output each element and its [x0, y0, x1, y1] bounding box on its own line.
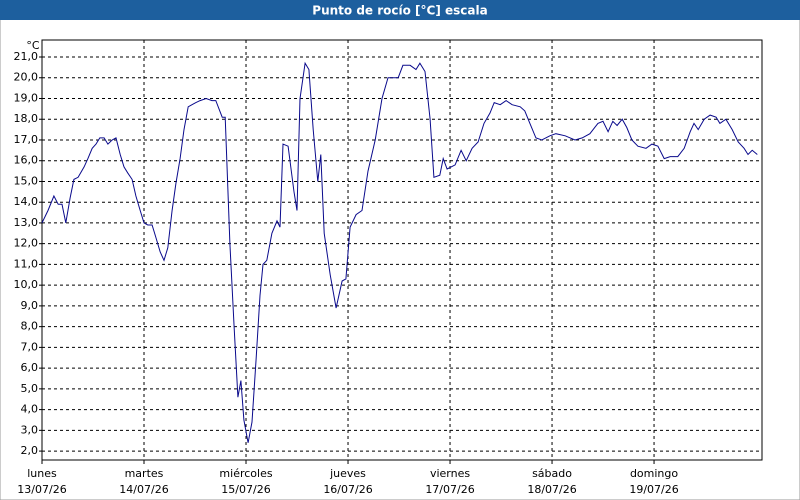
x-tick-label: jueves: [329, 467, 366, 480]
x-tick-date: 15/07/26: [221, 483, 270, 496]
title-bar: [0, 0, 800, 20]
y-tick-label: 14,0: [14, 195, 39, 208]
y-tick-label: 20,0: [14, 71, 39, 84]
x-tick-label: sábado: [532, 467, 572, 480]
y-tick-label: 18,0: [14, 112, 39, 125]
y-tick-label: 8,0: [21, 320, 39, 333]
x-tick-date: 14/07/26: [119, 483, 168, 496]
y-tick-label: 7,0: [21, 340, 39, 353]
y-axis-unit: °C: [26, 39, 40, 52]
plot-area: [41, 39, 763, 461]
y-tick-label: 12,0: [14, 237, 39, 250]
x-tick-label: martes: [125, 467, 164, 480]
x-tick-date: 16/07/26: [323, 483, 372, 496]
y-tick-label: 10,0: [14, 278, 39, 291]
x-tick-date: 17/07/26: [425, 483, 474, 496]
y-tick-label: 19,0: [14, 91, 39, 104]
y-tick-label: 21,0: [14, 50, 39, 63]
x-tick-label: miércoles: [219, 467, 272, 480]
x-tick-label: domingo: [630, 467, 678, 480]
y-tick-label: 15,0: [14, 174, 39, 187]
x-tick-date: 18/07/26: [527, 483, 576, 496]
x-tick-date: 13/07/26: [17, 483, 66, 496]
y-tick-label: 13,0: [14, 216, 39, 229]
y-tick-label: 11,0: [14, 257, 39, 270]
y-tick-label: 16,0: [14, 154, 39, 167]
chart-title: Punto de rocío [°C] escala: [312, 4, 487, 18]
y-tick-label: 2,0: [21, 444, 39, 457]
x-tick-date: 19/07/26: [629, 483, 678, 496]
y-tick-label: 4,0: [21, 403, 39, 416]
y-tick-label: 3,0: [21, 423, 39, 436]
y-tick-label: 9,0: [21, 299, 39, 312]
data-line: [41, 61, 758, 443]
x-tick-label: viernes: [430, 467, 470, 480]
x-tick-label: lunes: [27, 467, 57, 480]
y-tick-label: 6,0: [21, 361, 39, 374]
y-tick-label: 5,0: [21, 382, 39, 395]
y-tick-label: 17,0: [14, 133, 39, 146]
